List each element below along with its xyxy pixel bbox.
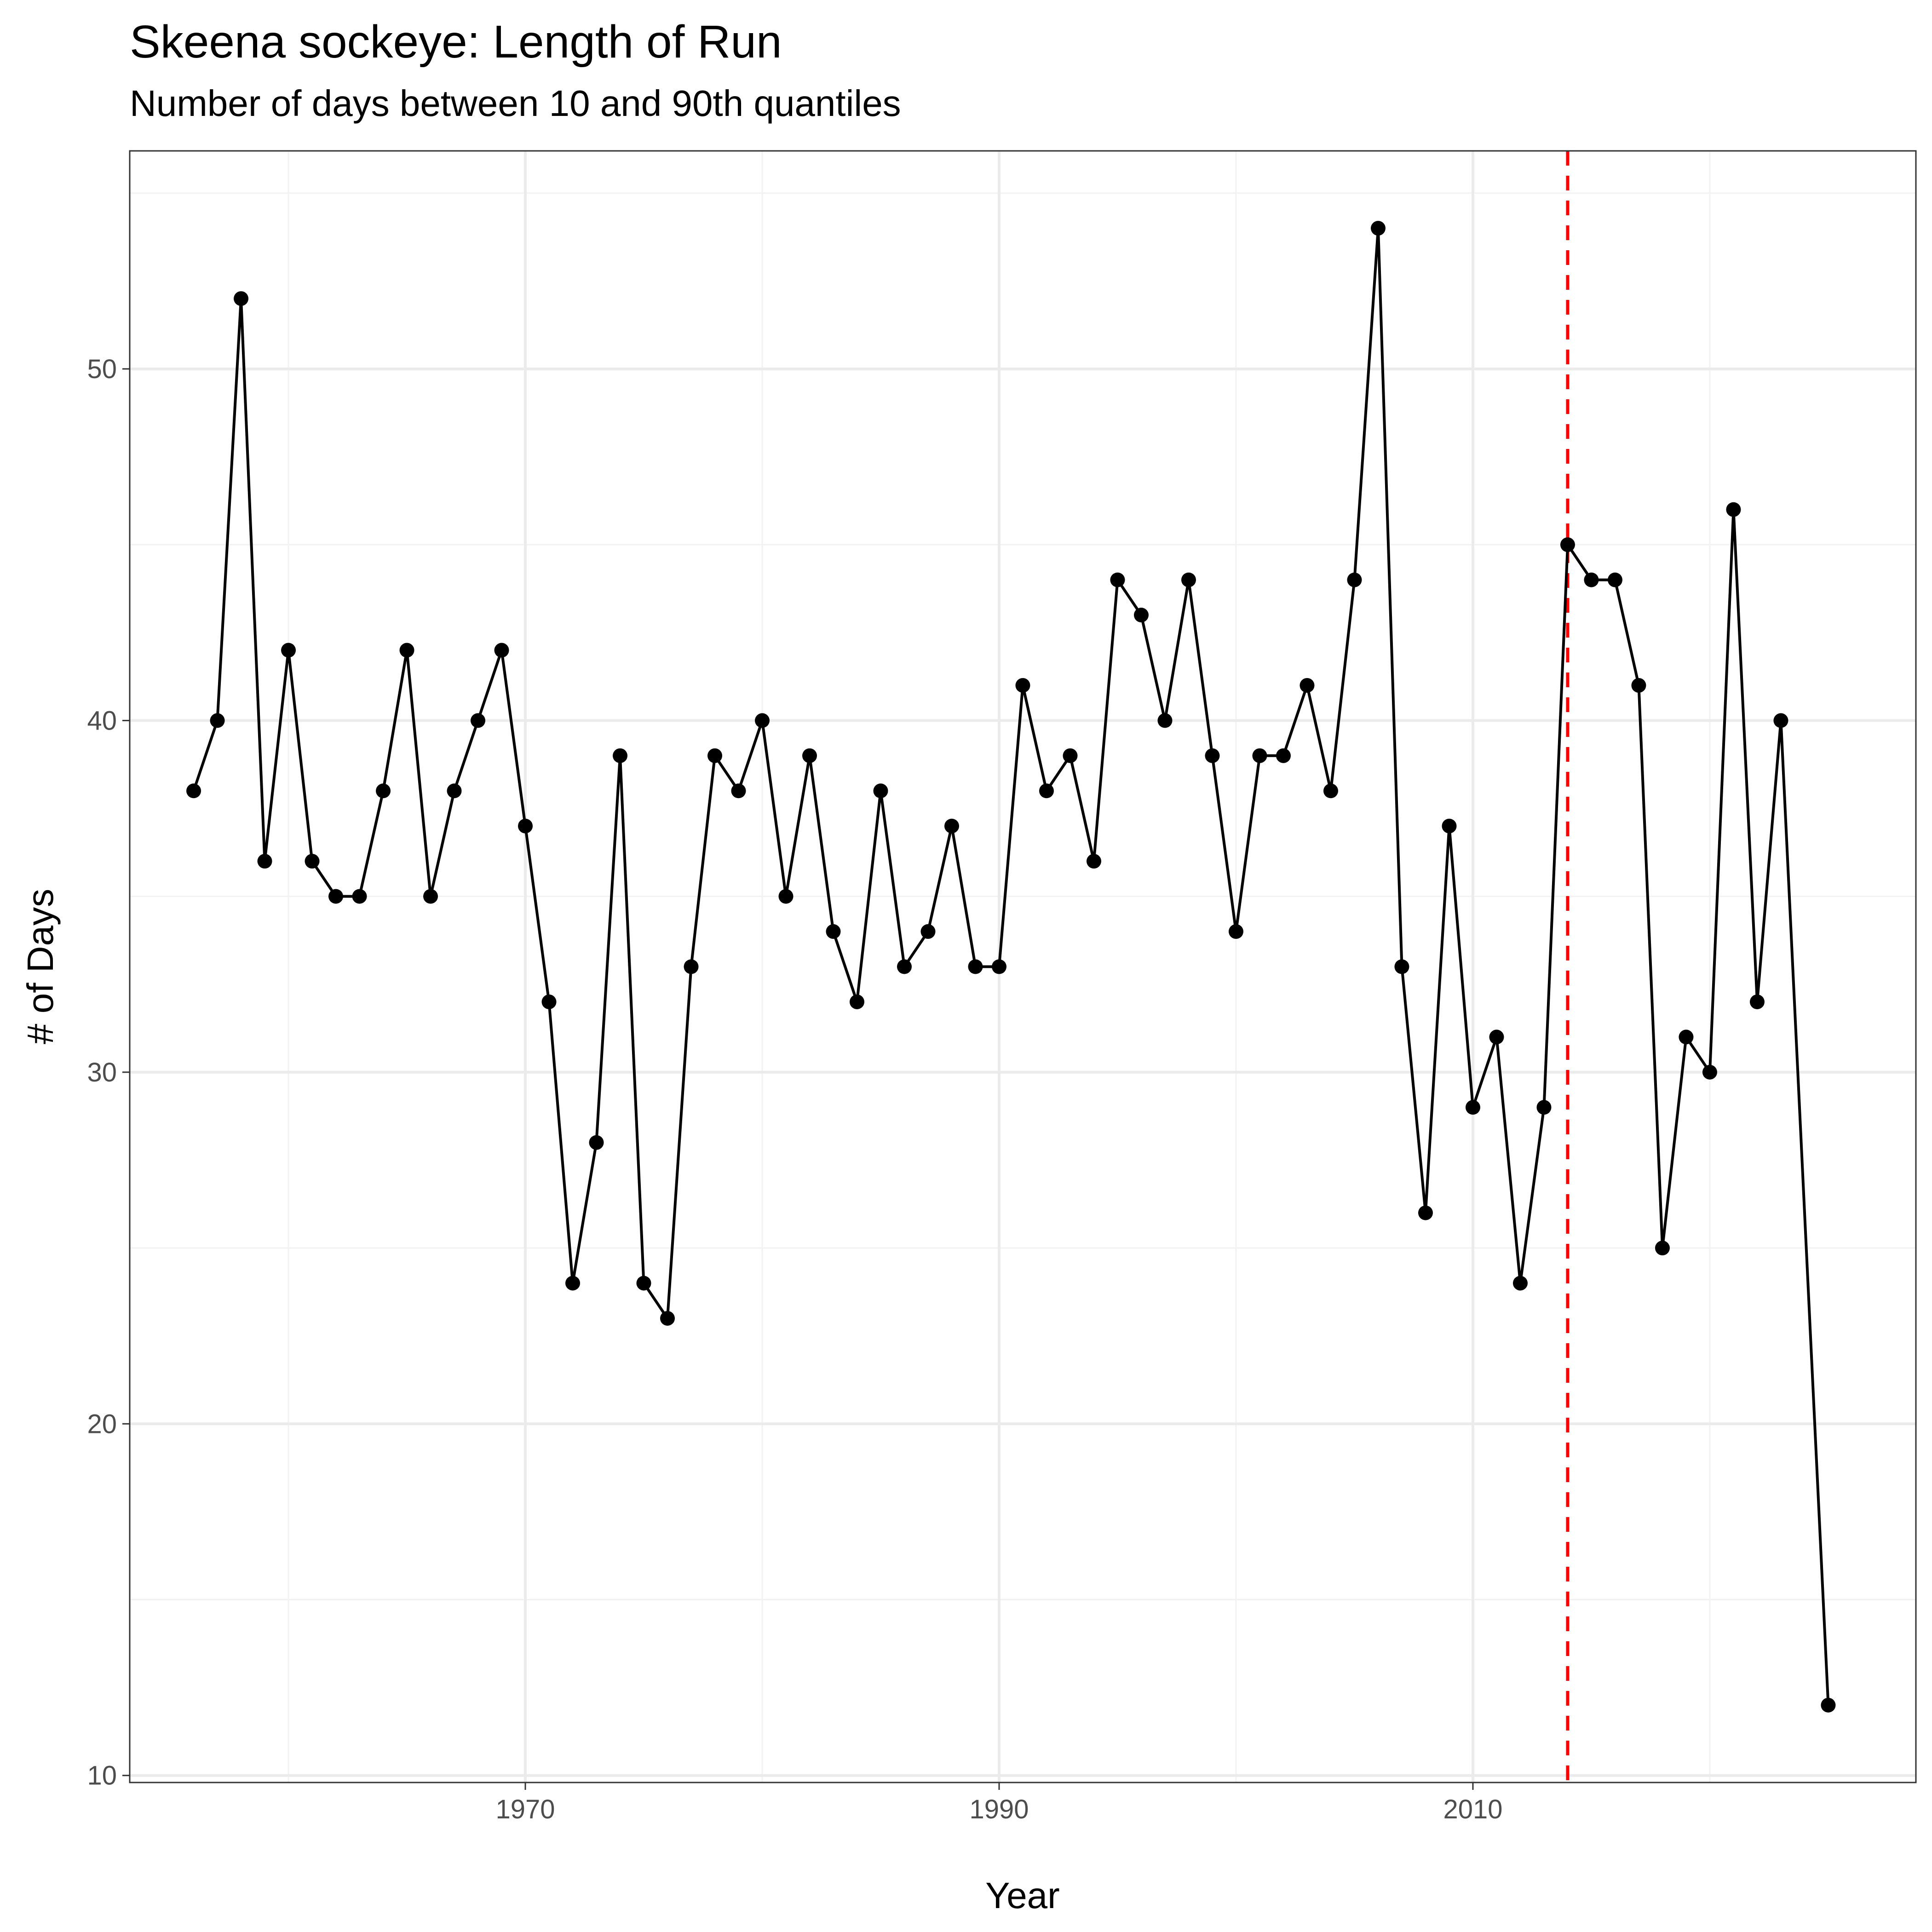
data-point: [518, 818, 533, 834]
y-tick-label: 30: [87, 1058, 117, 1087]
data-point: [210, 713, 225, 728]
y-tick-label: 20: [87, 1409, 117, 1439]
y-axis-title: # of Days: [20, 889, 61, 1044]
data-point: [850, 994, 865, 1009]
data-point: [1512, 1276, 1528, 1291]
data-point: [897, 959, 912, 974]
data-point: [944, 818, 960, 834]
minor-gridlines: [130, 151, 1916, 1782]
data-point: [1749, 994, 1765, 1009]
data-point: [1086, 854, 1101, 869]
chart-subtitle: Number of days between 10 and 90th quant…: [130, 83, 901, 124]
x-axis-title: Year: [985, 1875, 1060, 1916]
data-point: [1063, 748, 1078, 763]
data-point: [1679, 1029, 1694, 1045]
data-point: [1631, 678, 1646, 693]
data-point: [447, 783, 462, 799]
data-point: [1607, 572, 1622, 587]
data-point: [1015, 678, 1030, 693]
major-gridlines: [130, 151, 1916, 1782]
data-point: [1418, 1205, 1433, 1220]
data-point: [1300, 678, 1315, 693]
data-point: [660, 1311, 675, 1326]
data-point: [802, 748, 817, 763]
data-point: [920, 924, 936, 939]
data-point: [1726, 502, 1741, 517]
data-point: [1394, 959, 1409, 974]
data-point: [1821, 1697, 1836, 1713]
data-point: [1205, 748, 1220, 763]
data-point: [873, 783, 888, 799]
data-point: [234, 291, 249, 306]
data-point: [281, 643, 296, 658]
data-point: [328, 889, 344, 904]
data-point: [992, 959, 1007, 974]
y-axis: 10 20 30 40 50: [87, 354, 130, 1791]
data-point: [826, 924, 841, 939]
data-point: [1323, 783, 1338, 799]
data-point: [186, 783, 201, 799]
data-point: [1347, 572, 1362, 587]
data-point: [1252, 748, 1267, 763]
data-point: [305, 854, 320, 869]
data-point: [257, 854, 272, 869]
data-point: [1702, 1064, 1717, 1080]
data-point: [1560, 537, 1575, 552]
data-point: [1655, 1241, 1670, 1256]
data-point: [399, 643, 414, 658]
data-point: [565, 1276, 581, 1291]
chart-title: Skeena sockeye: Length of Run: [130, 16, 782, 68]
data-point: [1442, 818, 1457, 834]
points-layer: [186, 221, 1836, 1713]
data-point: [471, 713, 486, 728]
data-point: [1181, 572, 1196, 587]
data-point: [352, 889, 367, 904]
data-point: [731, 783, 746, 799]
data-point: [636, 1276, 651, 1291]
data-point: [1133, 608, 1149, 623]
data-point: [423, 889, 438, 904]
data-point: [1370, 221, 1386, 236]
series-layer: [192, 227, 1830, 1705]
x-tick-label: 2010: [1443, 1794, 1502, 1824]
data-point: [755, 713, 770, 728]
data-point: [1276, 748, 1291, 763]
y-tick-label: 50: [87, 354, 117, 384]
data-point: [778, 889, 794, 904]
data-point: [1465, 1100, 1480, 1115]
data-point: [1773, 713, 1788, 728]
data-point: [613, 748, 628, 763]
data-point: [589, 1135, 604, 1150]
x-tick-label: 1990: [969, 1794, 1029, 1824]
y-tick-label: 40: [87, 706, 117, 736]
data-point: [968, 959, 983, 974]
data-point: [1584, 572, 1599, 587]
data-point: [541, 994, 557, 1009]
data-point: [1489, 1029, 1504, 1045]
data-point: [1536, 1100, 1552, 1115]
x-axis: 1970 1990 2010: [496, 1782, 1502, 1824]
data-point: [1157, 713, 1173, 728]
data-point: [494, 643, 509, 658]
data-point: [684, 959, 699, 974]
y-tick-label: 10: [87, 1761, 117, 1791]
data-point: [1039, 783, 1054, 799]
data-point: [1110, 572, 1125, 587]
data-point: [376, 783, 391, 799]
data-point: [707, 748, 723, 763]
x-tick-label: 1970: [496, 1794, 555, 1824]
series-line: [192, 227, 1830, 1705]
plot-panel-border: [129, 150, 1917, 1783]
data-point: [1228, 924, 1243, 939]
